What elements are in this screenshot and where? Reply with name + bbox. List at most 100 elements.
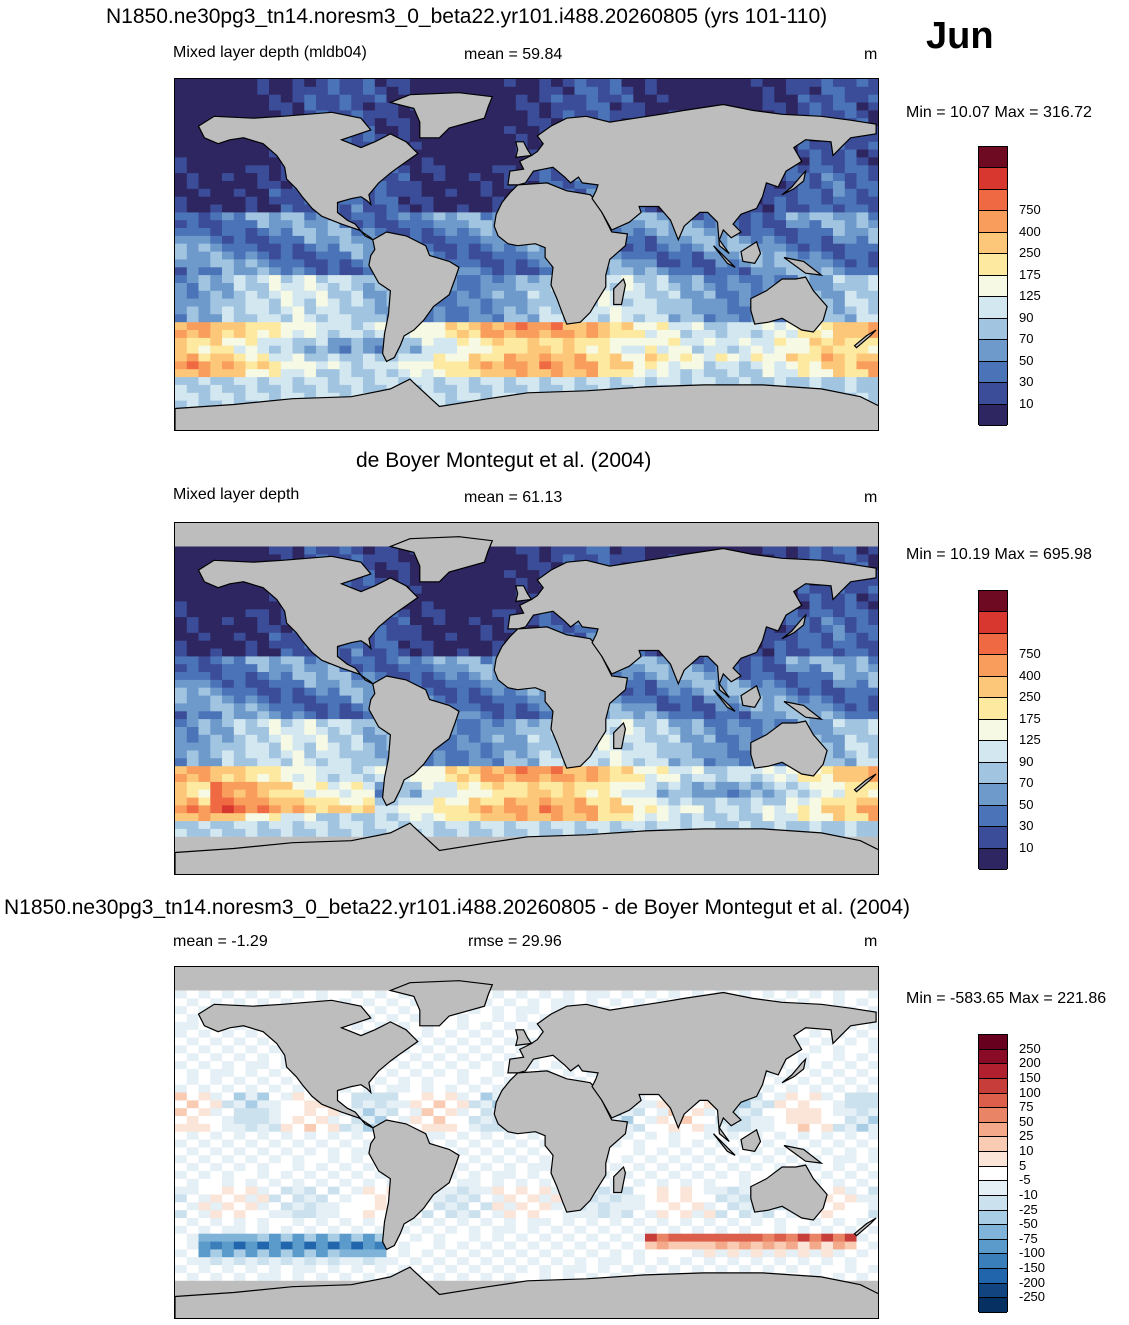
panel1-colorbar <box>978 146 1008 426</box>
colorbar-tick-label: -250 <box>1019 1289 1046 1305</box>
map-canvas <box>175 967 878 1318</box>
continent <box>515 141 533 159</box>
continent <box>750 720 828 777</box>
colorbar-tick-label: 90 <box>1019 753 1034 769</box>
continent <box>750 276 828 333</box>
colorbar-segment <box>979 361 1007 384</box>
colorbar-tick-label: -150 <box>1019 1260 1046 1276</box>
panel1-units-label: m <box>864 46 878 63</box>
colorbar-segment <box>979 784 1007 806</box>
continent <box>783 256 824 276</box>
continent <box>853 773 877 793</box>
colorbar-tick-label: 125 <box>1019 732 1041 748</box>
colorbar-segment <box>979 254 1007 276</box>
continent <box>713 1133 736 1156</box>
continent <box>368 675 460 807</box>
colorbar-segment <box>979 1254 1007 1270</box>
panel1-variable-label: Mixed layer depth (mldb04) <box>173 44 367 61</box>
colorbar-segment <box>979 698 1007 720</box>
colorbar-tick-label: 50 <box>1019 1113 1034 1129</box>
colorbar-tick-label: -5 <box>1019 1172 1031 1188</box>
panel3-map <box>174 966 879 1319</box>
continent <box>493 626 629 769</box>
colorbar-segment <box>979 168 1007 190</box>
panel2-mean-label: mean = 61.13 <box>464 489 563 506</box>
continent <box>740 240 762 264</box>
colorbar-segment <box>979 232 1007 255</box>
colorbar-segment <box>979 1269 1007 1284</box>
colorbar-segment <box>979 848 1007 870</box>
colorbar-segment <box>979 318 1007 341</box>
colorbar-tick-label: 250 <box>1019 689 1041 705</box>
colorbar-segment <box>979 1137 1007 1153</box>
colorbar-tick-label: 70 <box>1019 775 1034 791</box>
continent <box>388 92 494 139</box>
colorbar-segment <box>979 827 1007 849</box>
colorbar-segment <box>979 741 1007 763</box>
colorbar-tick-label: 30 <box>1019 374 1034 390</box>
colorbar-segment <box>979 383 1007 405</box>
colorbar-segment <box>979 1298 1007 1313</box>
colorbar-segment <box>979 1166 1007 1182</box>
continent <box>175 822 878 874</box>
colorbar-tick-label: -10 <box>1019 1186 1038 1202</box>
colorbar-segment <box>979 211 1007 233</box>
colorbar-tick-label: 30 <box>1019 818 1034 834</box>
colorbar-tick-label: -75 <box>1019 1230 1038 1246</box>
continent <box>750 1164 828 1221</box>
panel2-minmax-label: Min = 10.19 Max = 695.98 <box>906 546 1092 563</box>
colorbar-segment <box>979 1093 1007 1109</box>
colorbar-segment <box>979 1225 1007 1240</box>
colorbar-segment <box>979 805 1007 828</box>
colorbar-tick-label: 25 <box>1019 1128 1034 1144</box>
colorbar-tick-label: -50 <box>1019 1216 1038 1232</box>
colorbar-segment <box>979 1049 1007 1065</box>
colorbar-segment <box>979 275 1007 298</box>
colorbar-tick-label: 250 <box>1019 245 1041 261</box>
panel2-colorbar <box>978 590 1008 870</box>
colorbar-segment <box>979 1152 1007 1167</box>
colorbar-segment <box>979 1239 1007 1255</box>
panel3-colorbar <box>978 1034 1008 1313</box>
colorbar-tick-label: 75 <box>1019 1099 1034 1115</box>
map-canvas <box>175 79 878 430</box>
colorbar-segment <box>979 1283 1007 1299</box>
panel1-minmax-label: Min = 10.07 Max = 316.72 <box>906 104 1092 121</box>
continent <box>740 1128 762 1152</box>
continent <box>507 547 877 698</box>
continent <box>713 245 736 268</box>
colorbar-tick-label: 90 <box>1019 309 1034 325</box>
colorbar-segment <box>979 612 1007 634</box>
panel2-map <box>174 522 879 875</box>
colorbar-tick-label: 70 <box>1019 331 1034 347</box>
colorbar-segment <box>979 1195 1007 1211</box>
map-canvas <box>175 523 878 874</box>
colorbar-tick-label: 10 <box>1019 1143 1034 1159</box>
colorbar-tick-label: 5 <box>1019 1157 1027 1173</box>
colorbar-tick-label: 250 <box>1019 1040 1041 1056</box>
colorbar-segment <box>979 340 1007 362</box>
colorbar-tick-label: -25 <box>1019 1201 1038 1217</box>
continent <box>197 111 419 241</box>
continent <box>388 980 494 1027</box>
continent <box>368 1119 460 1251</box>
colorbar-segment <box>979 147 1007 169</box>
colorbar-segment <box>979 297 1007 319</box>
colorbar-tick-label: 175 <box>1019 266 1041 282</box>
colorbar-segment <box>979 591 1007 613</box>
colorbar-tick-label: 750 <box>1019 646 1041 662</box>
continent <box>613 721 627 750</box>
continent <box>783 700 824 720</box>
colorbar-tick-label: 150 <box>1019 1069 1041 1085</box>
colorbar-segment <box>979 1181 1007 1196</box>
colorbar-segment <box>979 1210 1007 1226</box>
colorbar-tick-label: -100 <box>1019 1245 1046 1261</box>
continent <box>781 169 807 196</box>
colorbar-tick-label: 10 <box>1019 839 1034 855</box>
colorbar-tick-label: 50 <box>1019 796 1034 812</box>
continent <box>368 231 460 363</box>
continent <box>197 555 419 685</box>
continent <box>175 1266 878 1318</box>
colorbar-tick-label: 10 <box>1019 395 1034 411</box>
continent <box>781 613 807 640</box>
